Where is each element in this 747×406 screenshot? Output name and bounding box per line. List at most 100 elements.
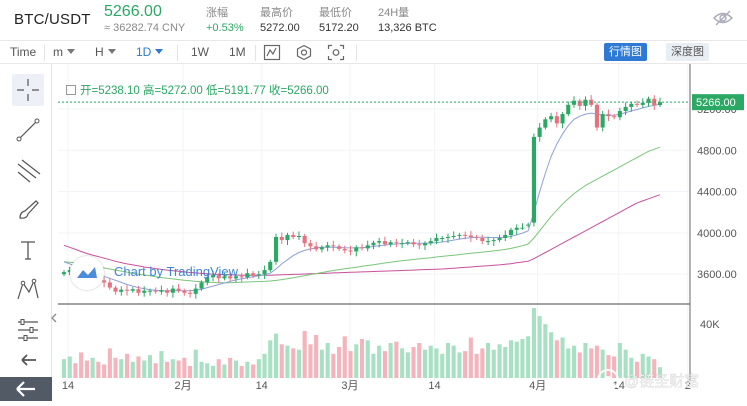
volume-bar bbox=[165, 361, 170, 378]
minute-interval-dropdown[interactable]: m bbox=[50, 44, 78, 61]
candle-body bbox=[543, 119, 548, 128]
indicators-icon[interactable] bbox=[263, 44, 281, 61]
candle-body bbox=[274, 237, 279, 262]
time-tick-label: 14 bbox=[256, 380, 268, 392]
candle bbox=[440, 236, 445, 242]
candle-body bbox=[572, 100, 577, 105]
hour-interval-dropdown[interactable]: H bbox=[92, 44, 119, 61]
fib-tool-icon[interactable] bbox=[12, 154, 44, 186]
eye-off-icon[interactable] bbox=[712, 9, 734, 27]
candle-body bbox=[635, 103, 640, 105]
candle bbox=[268, 259, 273, 273]
candle-body bbox=[176, 288, 181, 291]
volume-bar bbox=[147, 355, 152, 378]
volume-bar bbox=[279, 344, 284, 378]
ma-long-line bbox=[63, 194, 661, 276]
candle-body bbox=[102, 280, 107, 283]
legend-high: 5272.00 bbox=[161, 85, 203, 97]
day-interval-dropdown[interactable]: 1D bbox=[133, 44, 166, 61]
volume-bar bbox=[342, 336, 347, 378]
candle bbox=[159, 285, 164, 295]
settings-icon[interactable] bbox=[295, 44, 313, 61]
crosshair-icon[interactable] bbox=[12, 74, 44, 106]
volume-bar bbox=[428, 345, 433, 378]
candle-body bbox=[61, 272, 66, 275]
candle bbox=[382, 236, 387, 247]
volume-bar bbox=[233, 360, 238, 378]
candle-body bbox=[428, 241, 433, 244]
candle-body bbox=[199, 282, 204, 289]
volume-bar bbox=[314, 334, 319, 378]
volume-bar bbox=[526, 336, 531, 378]
volume-bar bbox=[451, 345, 456, 378]
candle-body bbox=[359, 247, 364, 249]
candle-body bbox=[623, 106, 628, 111]
candle-body bbox=[486, 241, 491, 243]
legend-high-label: 高= bbox=[143, 85, 162, 97]
screenshot-icon[interactable] bbox=[327, 44, 345, 61]
volume-bar bbox=[411, 347, 416, 378]
back-arrow-button[interactable] bbox=[0, 377, 52, 401]
candle-body bbox=[262, 270, 267, 275]
volume-bar bbox=[67, 356, 72, 378]
legend-toggle-icon[interactable] bbox=[66, 85, 76, 95]
candle bbox=[337, 244, 342, 251]
volume-bar bbox=[445, 343, 450, 378]
candle-body bbox=[182, 290, 187, 293]
candle bbox=[388, 240, 393, 248]
candle bbox=[497, 234, 502, 243]
candle bbox=[319, 245, 324, 253]
candle-body bbox=[394, 242, 399, 244]
candle bbox=[457, 232, 462, 239]
time-button[interactable]: Time bbox=[10, 45, 37, 59]
remove-drawings-icon[interactable] bbox=[12, 348, 44, 372]
volume-bar bbox=[365, 340, 370, 378]
candle-body bbox=[583, 99, 588, 106]
candle-body bbox=[405, 242, 410, 244]
week-interval-button[interactable]: 1W bbox=[191, 45, 209, 59]
pair-name[interactable]: BTC/USDT bbox=[14, 11, 91, 28]
kline-view-button[interactable]: 行情图 bbox=[604, 43, 647, 61]
depth-view-button[interactable]: 深度图 bbox=[666, 43, 709, 61]
candle-body bbox=[434, 238, 439, 242]
day-interval-label: 1D bbox=[136, 45, 152, 59]
candle bbox=[411, 238, 416, 248]
volume-bar bbox=[514, 341, 519, 378]
candle bbox=[606, 109, 611, 122]
volume-bar bbox=[222, 364, 227, 378]
candle bbox=[193, 284, 198, 299]
volume-bar bbox=[205, 363, 210, 378]
volume-bar bbox=[228, 357, 233, 378]
candle bbox=[119, 286, 124, 296]
brush-icon[interactable] bbox=[12, 194, 44, 226]
month-interval-button[interactable]: 1M bbox=[229, 45, 246, 59]
price-cny: ≈ 36282.74 CNY bbox=[104, 22, 186, 34]
volume-bar bbox=[153, 363, 158, 378]
candle bbox=[486, 236, 491, 246]
candle-body bbox=[468, 235, 473, 237]
volume-bar bbox=[125, 353, 130, 378]
candle-body bbox=[193, 288, 198, 294]
candle-body bbox=[239, 276, 244, 278]
trend-line-icon[interactable] bbox=[12, 114, 44, 146]
legend-close-label: 收= bbox=[269, 85, 288, 97]
candle bbox=[549, 112, 554, 123]
time-tick-label: 4月 bbox=[529, 380, 546, 392]
candle bbox=[417, 239, 422, 250]
volume-bar bbox=[600, 349, 605, 378]
measure-tool-icon[interactable] bbox=[12, 314, 44, 346]
candle-body bbox=[308, 243, 313, 247]
chevron-down-icon bbox=[155, 49, 164, 54]
candle bbox=[222, 272, 227, 281]
candle-body bbox=[554, 116, 559, 124]
candle bbox=[428, 237, 433, 246]
volume-bar bbox=[325, 343, 330, 378]
volume-bar bbox=[193, 349, 198, 378]
candle bbox=[342, 245, 347, 254]
candle bbox=[210, 270, 215, 282]
volume-bar bbox=[652, 359, 657, 378]
text-tool-icon[interactable] bbox=[12, 234, 44, 266]
collapse-toolbar-icon[interactable] bbox=[49, 306, 59, 330]
pattern-tool-icon[interactable] bbox=[12, 274, 44, 306]
